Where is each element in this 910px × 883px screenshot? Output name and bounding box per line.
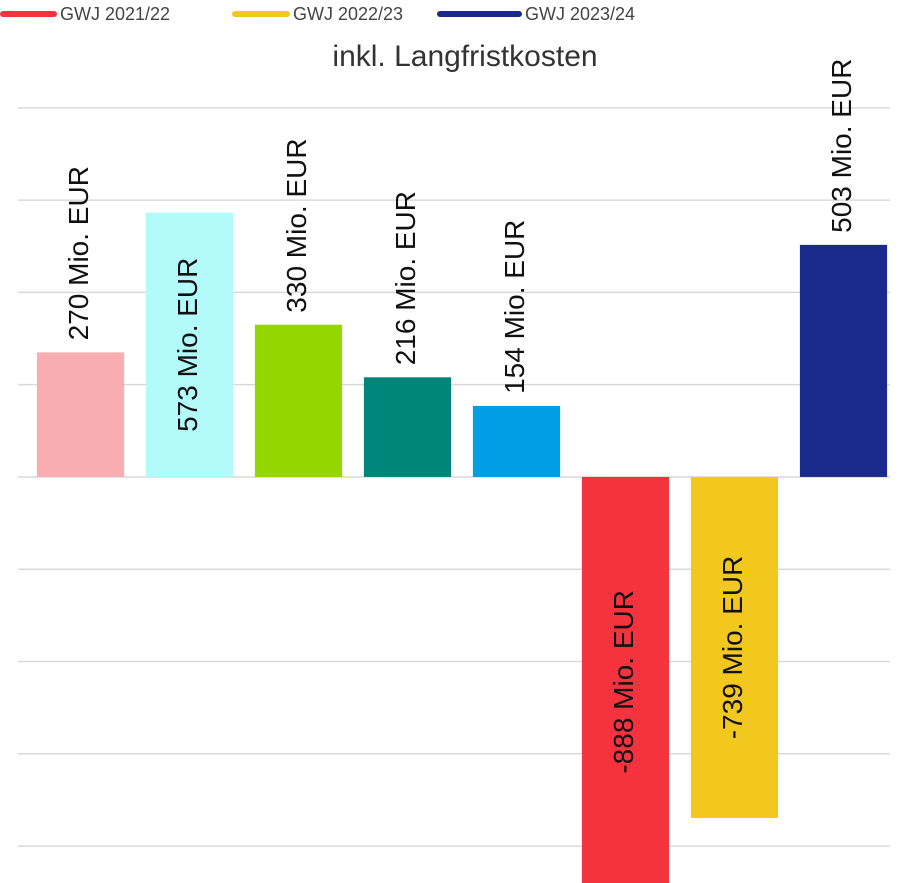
data-label: 270 Mio. EUR	[63, 166, 94, 340]
bar	[36, 352, 125, 477]
bar	[799, 244, 888, 477]
legend-label: GWJ 2022/23	[293, 4, 403, 24]
bar	[472, 405, 561, 477]
data-label: 216 Mio. EUR	[390, 191, 421, 365]
bar	[581, 476, 670, 883]
bar	[690, 476, 779, 818]
data-label: 573 Mio. EUR	[172, 258, 203, 432]
data-label: -888 Mio. EUR	[608, 590, 639, 774]
data-label: 503 Mio. EUR	[826, 59, 857, 233]
chart-title: inkl. Langfristkosten	[332, 40, 597, 73]
legend-label: GWJ 2021/22	[60, 4, 170, 24]
bar	[363, 377, 452, 477]
bar	[145, 212, 234, 477]
data-label: 330 Mio. EUR	[281, 138, 312, 312]
bar	[254, 324, 343, 477]
data-label: -739 Mio. EUR	[717, 556, 748, 740]
data-label: 154 Mio. EUR	[499, 220, 530, 394]
legend-label: GWJ 2023/24	[525, 4, 635, 24]
